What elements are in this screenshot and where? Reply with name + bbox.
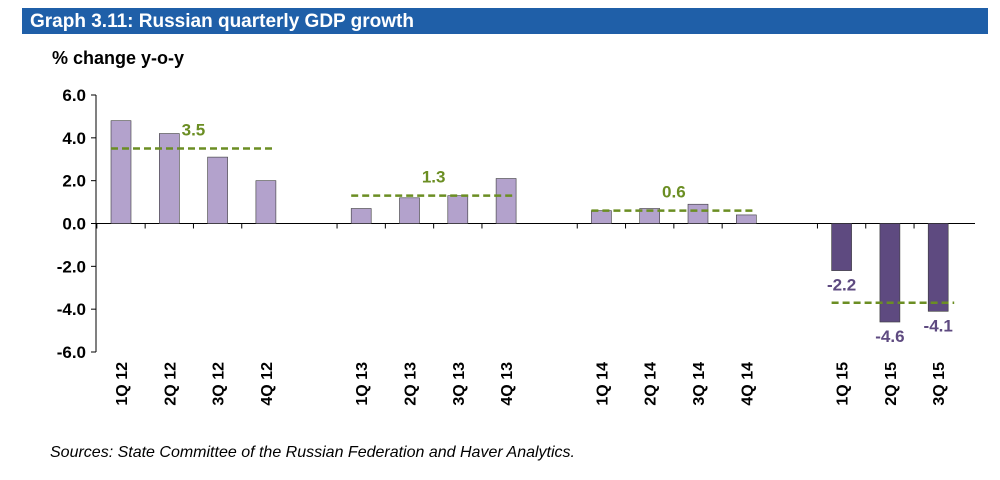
bar [927,223,949,312]
y-tick-label: 6.0 [62,86,86,105]
x-tick-label: 1Q 15 [835,362,852,406]
x-tick-label: 2Q 15 [883,362,900,406]
x-tick-label: 1Q 13 [354,362,371,406]
x-tick-label: 3Q 12 [211,362,228,406]
y-tick-label: -6.0 [57,343,86,362]
data-label: -4.1 [924,316,953,335]
bar [207,156,228,224]
average-label: 3.5 [182,121,206,140]
bar [831,223,852,271]
x-tick-label: 2Q 12 [162,362,179,406]
bar [110,120,132,224]
data-label: -2.2 [827,276,856,295]
y-tick-label: -4.0 [57,300,86,319]
x-tick-label: 4Q 14 [739,362,756,406]
bar [350,208,372,224]
bar [447,195,469,224]
x-tick-label: 2Q 13 [403,362,420,406]
bar [255,180,277,224]
bar [591,210,612,224]
source-note: Sources: State Committee of the Russian … [50,444,575,461]
average-label: 1.3 [422,168,446,187]
bar [879,223,901,323]
x-tick-label: 4Q 13 [499,362,516,406]
x-tick-label: 4Q 12 [259,362,276,406]
bar [735,214,757,224]
y-axis-label: % change y-o-y [52,48,185,68]
bar [399,197,420,224]
bar [687,203,709,224]
title-bar: Graph 3.11: Russian quarterly GDP growth [22,8,988,34]
x-tick-label: 3Q 14 [691,362,708,406]
bar [639,208,661,224]
x-tick-label: 1Q 14 [594,362,611,406]
y-tick-label: -2.0 [57,257,86,276]
chart-title: Graph 3.11: Russian quarterly GDP growth [30,11,414,32]
x-tick-label: 1Q 12 [114,362,131,406]
y-tick-label: 4.0 [62,129,86,148]
average-label: 0.6 [662,183,686,202]
bar [495,178,517,224]
data-label: -4.6 [875,327,904,346]
y-tick-label: 0.0 [62,215,86,234]
x-tick-label: 3Q 15 [931,362,948,406]
bar [159,133,180,224]
x-tick-label: 3Q 13 [451,362,468,406]
x-tick-label: 2Q 14 [643,362,660,406]
y-tick-label: 2.0 [62,172,86,191]
